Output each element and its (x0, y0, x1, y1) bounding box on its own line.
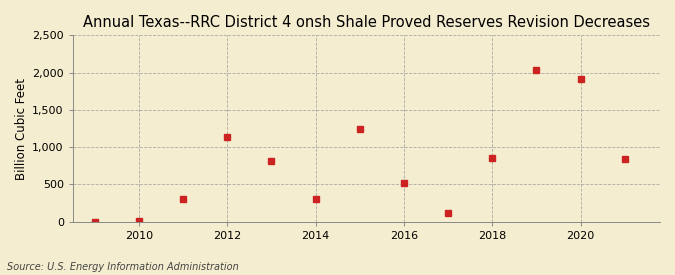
Title: Annual Texas--RRC District 4 onsh Shale Proved Reserves Revision Decreases: Annual Texas--RRC District 4 onsh Shale … (83, 15, 650, 30)
Text: Source: U.S. Energy Information Administration: Source: U.S. Energy Information Administ… (7, 262, 238, 272)
Y-axis label: Billion Cubic Feet: Billion Cubic Feet (15, 78, 28, 180)
